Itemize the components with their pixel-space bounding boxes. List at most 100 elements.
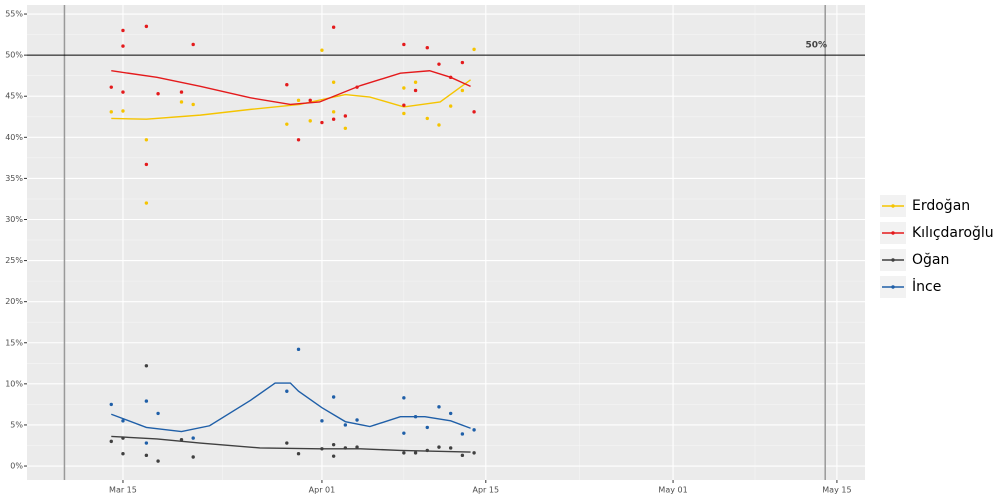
point — [308, 119, 312, 123]
point — [179, 90, 184, 94]
point — [460, 453, 465, 458]
point — [144, 162, 149, 167]
legend-label: Erdoğan — [912, 198, 970, 214]
point — [331, 395, 336, 399]
point — [413, 88, 418, 93]
point — [460, 88, 465, 93]
x-tick-label: Mar 15 — [109, 486, 137, 495]
point — [425, 448, 429, 453]
point — [320, 48, 324, 52]
plot: 50% — [27, 5, 865, 480]
legend-point — [891, 231, 895, 235]
point — [191, 102, 195, 107]
trend-line — [111, 79, 471, 120]
point — [191, 455, 195, 459]
point — [402, 86, 406, 90]
point — [156, 411, 160, 416]
point — [121, 419, 125, 423]
point — [296, 138, 301, 142]
point — [144, 453, 149, 458]
y-tick-label: 10% — [5, 379, 23, 388]
point — [179, 438, 184, 442]
point — [355, 418, 359, 422]
point — [413, 415, 418, 419]
point — [425, 46, 429, 50]
point — [402, 111, 406, 116]
point — [121, 44, 125, 48]
point — [144, 399, 149, 403]
point — [402, 103, 406, 107]
x-tick-label: Apr 01 — [309, 486, 336, 495]
point — [437, 123, 441, 127]
point — [144, 24, 149, 29]
point — [448, 104, 453, 108]
x-tick-label: May 15 — [822, 486, 851, 495]
legend-label: Kılıçdaroğlu — [912, 225, 994, 241]
point — [331, 80, 336, 84]
point — [331, 442, 336, 447]
point — [472, 47, 476, 52]
point — [144, 201, 149, 205]
point — [437, 405, 441, 409]
y-tick-label: 20% — [5, 297, 23, 306]
point — [437, 62, 441, 66]
point — [144, 364, 149, 368]
x-tick-label: May 01 — [658, 486, 687, 495]
y-tick-label: 55% — [5, 10, 23, 19]
point — [191, 42, 195, 47]
point — [121, 109, 125, 113]
y-tick-label: 5% — [10, 420, 23, 429]
point — [296, 98, 301, 103]
point — [144, 138, 149, 142]
legend-label: Oğan — [912, 252, 949, 268]
point — [425, 116, 429, 121]
point — [402, 42, 406, 47]
legend-label: İnce — [912, 277, 941, 295]
trend-line — [111, 70, 471, 106]
point — [460, 60, 465, 65]
point — [425, 425, 429, 430]
legend-point — [891, 204, 895, 208]
point — [413, 451, 418, 455]
point — [121, 28, 125, 33]
point — [448, 411, 453, 416]
point — [156, 459, 160, 463]
y-tick-label: 30% — [5, 215, 23, 224]
trend-line — [111, 435, 471, 453]
point — [343, 446, 348, 450]
point — [109, 85, 113, 89]
point — [109, 439, 113, 444]
point — [121, 436, 125, 440]
legend-entries: Erdoğan Kılıçdaroğlu Oğan İnce — [880, 195, 994, 298]
point — [355, 445, 359, 449]
point — [460, 432, 465, 436]
point — [331, 117, 336, 121]
point — [402, 431, 406, 435]
point — [144, 441, 149, 445]
point — [402, 396, 406, 400]
point — [448, 75, 453, 80]
point — [285, 389, 289, 393]
point — [179, 100, 184, 104]
y-tick-label: 25% — [5, 256, 23, 265]
point — [343, 114, 348, 118]
point — [191, 436, 195, 440]
point — [413, 80, 418, 84]
point — [402, 451, 406, 455]
y-tick-label: 45% — [5, 92, 23, 101]
point — [472, 110, 476, 114]
point — [320, 120, 324, 125]
point — [156, 92, 160, 96]
point — [437, 445, 441, 449]
point — [343, 423, 348, 427]
legend-point — [891, 285, 895, 289]
point — [448, 446, 453, 450]
point — [109, 402, 113, 407]
point — [343, 126, 348, 130]
point — [109, 110, 113, 114]
y-tick-label: 0% — [10, 462, 23, 471]
point — [320, 419, 324, 423]
legend-point — [891, 258, 895, 262]
